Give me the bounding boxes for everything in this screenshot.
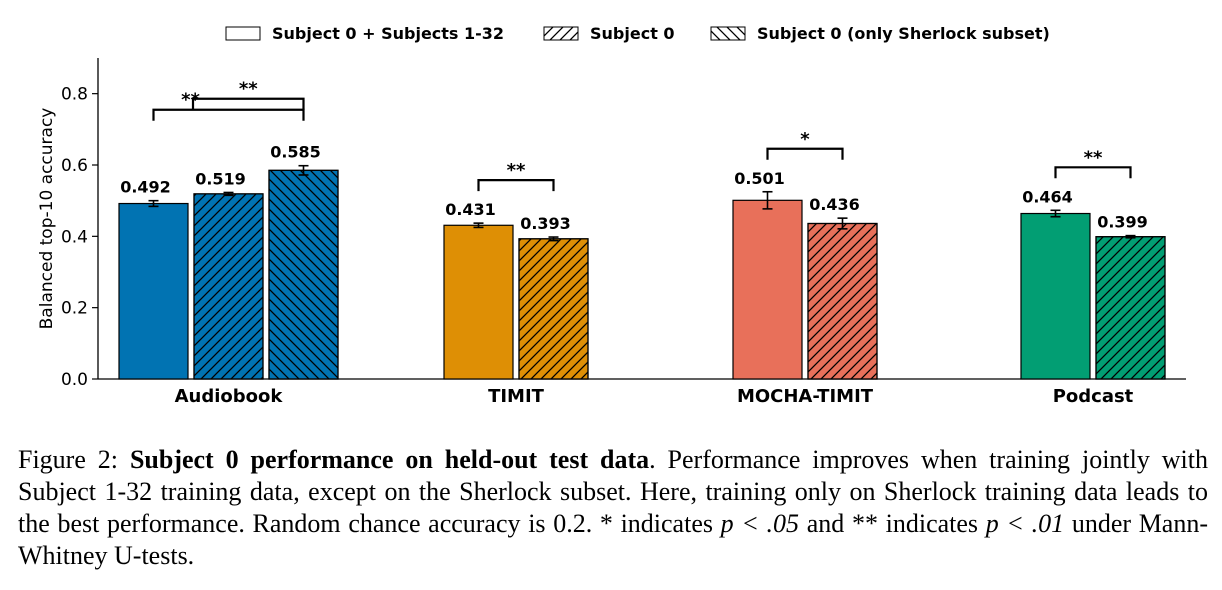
value-label: 0.399: [1097, 213, 1148, 232]
bar-audiobook-0: 0.492: [118, 178, 189, 380]
bar: [1020, 212, 1091, 380]
caption-bold: Subject 0 performance on held-out test d…: [129, 445, 650, 474]
category-label: MOCHA-TIMIT: [737, 386, 874, 407]
value-label: 0.585: [270, 143, 321, 162]
significance-label: *: [800, 129, 810, 150]
bar-timit-0: 0.431: [443, 200, 514, 380]
category-label: Audiobook: [175, 386, 284, 407]
legend-label: Subject 0: [590, 24, 675, 43]
significance-bracket: *: [766, 129, 844, 160]
significance-bracket: **: [1054, 147, 1132, 179]
value-label: 0.393: [520, 214, 571, 233]
caption-text-1: . Performance improves when training joi…: [18, 445, 1208, 538]
bar-hatch: [268, 169, 339, 380]
bar-podcast-0: 0.464: [1020, 187, 1091, 380]
significance-label: **: [1084, 147, 1103, 168]
value-label: 0.492: [120, 178, 171, 197]
significance-bracket: **: [152, 90, 305, 121]
bar-timit-1: 0.393: [518, 214, 589, 380]
value-label: 0.464: [1022, 187, 1073, 206]
bar-audiobook-2: 0.585: [268, 143, 339, 380]
bracket-line: [191, 97, 305, 110]
legend-swatch-hatch: [710, 26, 746, 41]
legend-label: Subject 0 + Subjects 1-32: [272, 24, 504, 43]
bar-podcast-1: 0.399: [1095, 213, 1166, 380]
value-label: 0.501: [734, 169, 785, 188]
bracket-line: [477, 179, 555, 192]
category-label: TIMIT: [488, 386, 545, 407]
bracket-line: [152, 108, 305, 121]
bar-mocha-timit-0: 0.501: [732, 169, 803, 380]
significance-label: **: [507, 160, 526, 181]
value-label: 0.519: [195, 169, 246, 188]
bar-hatch: [193, 193, 264, 380]
caption-prefix: Figure 2:: [18, 445, 130, 474]
bar-hatch: [807, 222, 878, 380]
y-axis-label: Balanced top-10 accuracy: [37, 108, 57, 330]
bracket-line: [1054, 166, 1132, 179]
legend-item: Subject 0 + Subjects 1-32: [225, 24, 504, 43]
y-tick-label: 0.4: [61, 227, 88, 247]
bar-hatch: [1095, 236, 1166, 380]
value-label: 0.431: [445, 200, 496, 219]
legend-item: Subject 0 (only Sherlock subset): [710, 24, 1050, 43]
figure: Subject 0 + Subjects 1-32 Subject 0 Subjec…: [37, 24, 1186, 407]
bar-mocha-timit-1: 0.436: [807, 195, 878, 380]
caption-p-value-2: p < .01: [985, 509, 1065, 538]
bracket-line: [766, 147, 844, 160]
y-tick-label: 0.8: [61, 85, 88, 105]
bar-audiobook-1: 0.519: [193, 169, 264, 380]
value-label: 0.436: [809, 195, 860, 214]
y-tick-label: 0.2: [61, 299, 88, 319]
significance-bracket: **: [477, 160, 555, 192]
bar: [443, 224, 514, 380]
legend-item: Subject 0: [543, 24, 675, 43]
caption-text-2: and ** indicates: [799, 509, 986, 538]
bar-hatch: [518, 238, 589, 380]
significance-label: **: [239, 79, 258, 100]
figure-caption: Figure 2: Subject 0 performance on held-…: [18, 444, 1208, 572]
bar: [118, 202, 189, 380]
caption-text-3: under Mann-Whitney U-tests.: [18, 509, 1209, 570]
significance-label: **: [181, 90, 200, 111]
significance-bracket: **: [191, 79, 305, 110]
y-tick-label: 0.0: [61, 370, 88, 390]
bars: 0.492 0.519 0.585 Audiobook 0.431 0.393 TIMIT 0…: [118, 143, 1166, 407]
category-label: Podcast: [1053, 386, 1134, 407]
legend-swatch-hatch: [543, 26, 579, 41]
bar-chart: Subject 0 + Subjects 1-32 Subject 0 Subjec…: [37, 24, 1186, 407]
legend: Subject 0 + Subjects 1-32 Subject 0 Subjec…: [225, 24, 1050, 43]
significance-brackets: *********: [152, 79, 1132, 192]
bar: [732, 199, 803, 380]
legend-label: Subject 0 (only Sherlock subset): [757, 24, 1050, 43]
y-tick-label: 0.6: [61, 156, 88, 176]
legend-swatch: [225, 26, 261, 41]
caption-p-value-1: p < .05: [720, 509, 800, 538]
